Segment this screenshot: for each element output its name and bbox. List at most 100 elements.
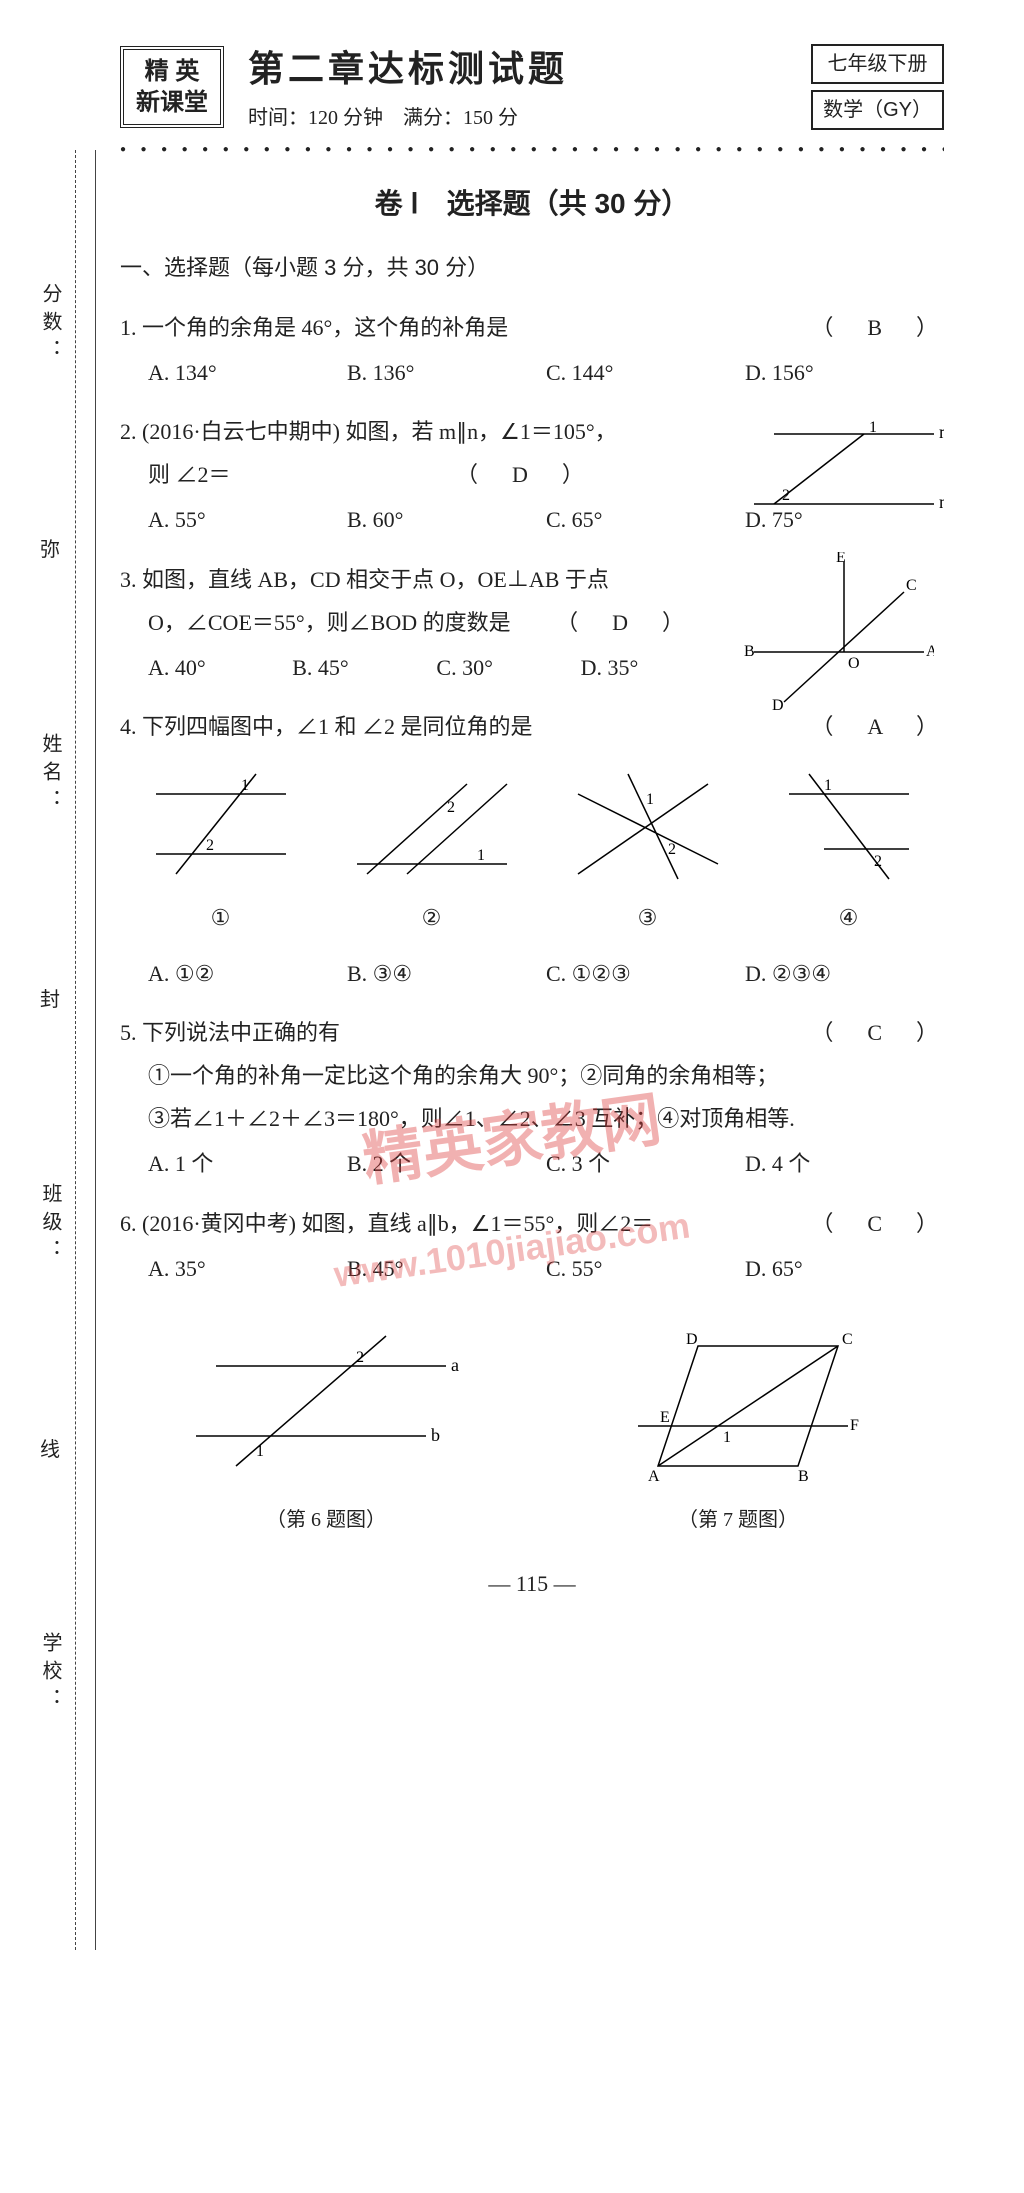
- sidebar-marker: 弥: [40, 534, 60, 566]
- q6-caption: （第 6 题图）: [186, 1504, 466, 1536]
- q4-diag-3: 1 2 ③: [568, 764, 728, 935]
- q5-opt-b: B. 2 个: [347, 1146, 546, 1181]
- q4-answer: （ A ）: [811, 709, 944, 744]
- q5-opt-c: C. 3 个: [546, 1146, 745, 1181]
- q2-figure: m n 1 2: [744, 414, 944, 534]
- svg-text:1: 1: [241, 777, 249, 794]
- svg-text:E: E: [836, 552, 846, 566]
- q7-figure: A B C D E F 1 （第 7 题图）: [598, 1316, 878, 1536]
- q4-options: A. ①② B. ③④ C. ①②③ D. ②③④: [148, 956, 944, 991]
- q4-opt-c: C. ①②③: [546, 956, 745, 991]
- svg-text:b: b: [431, 1425, 440, 1445]
- q3-answer: （ D ）: [556, 610, 690, 635]
- subtitle: 时间：120 分钟 满分：150 分: [248, 102, 787, 134]
- q1-opt-b: B. 136°: [347, 355, 546, 390]
- q1-answer: （ B ）: [811, 310, 944, 345]
- sidebar-class: 班级：: [34, 1183, 66, 1267]
- q2-answer: （ D ）: [456, 462, 590, 487]
- svg-text:B: B: [744, 643, 755, 660]
- q6-options: A. 35° B. 45° C. 55° D. 65°: [148, 1251, 944, 1286]
- question-6: （ C ） 6. (2016·黄冈中考) 如图，直线 a∥b，∠1＝55°，则∠…: [120, 1206, 944, 1537]
- q3-options: A. 40° B. 45° C. 30° D. 35°: [148, 650, 725, 685]
- svg-text:2: 2: [668, 841, 676, 858]
- svg-text:A: A: [648, 1468, 660, 1485]
- svg-text:E: E: [660, 1409, 670, 1426]
- q6-opt-c: C. 55°: [546, 1251, 745, 1286]
- section-title: 卷 Ⅰ 选择题（共 30 分）: [120, 182, 944, 227]
- q7-caption: （第 7 题图）: [598, 1504, 878, 1536]
- question-5: （ C ） 5. 下列说法中正确的有 ①一个角的补角一定比这个角的余角大 90°…: [120, 1015, 944, 1182]
- svg-text:C: C: [842, 1331, 853, 1348]
- bottom-figures: a b 2 1 （第 6 题图） A B C D E F 1 （第 7 题图）: [120, 1316, 944, 1536]
- q5-answer: （ C ）: [811, 1015, 944, 1050]
- svg-text:O: O: [848, 655, 860, 672]
- q4-diagrams: 1 2 ① 2 1 ② 1 2 ③: [120, 764, 944, 935]
- q2-opt-a: A. 55°: [148, 502, 347, 537]
- q3-opt-a: A. 40°: [148, 650, 292, 685]
- svg-text:1: 1: [256, 1443, 264, 1460]
- svg-text:2: 2: [874, 853, 882, 870]
- q6-opt-a: A. 35°: [148, 1251, 347, 1286]
- q3-text2: O，∠COE＝55°，则∠BOD 的度数是: [148, 610, 511, 635]
- question-4: （ A ） 4. 下列四幅图中，∠1 和 ∠2 是同位角的是 1 2 ① 2 1…: [120, 709, 944, 991]
- q5-line2: ③若∠1＋∠2＋∠3＝180°，则∠1、∠2、∠3 互补；④对顶角相等.: [148, 1101, 944, 1136]
- svg-text:1: 1: [869, 419, 877, 436]
- q4-diag-2: 2 1 ②: [347, 764, 517, 935]
- svg-text:1: 1: [646, 791, 654, 808]
- q3-opt-d: D. 35°: [581, 650, 725, 685]
- svg-text:2: 2: [356, 1349, 364, 1366]
- q3-svg: A B C D E O: [744, 552, 934, 712]
- q4-label-3: ③: [568, 900, 728, 935]
- page-number: — 115 —: [120, 1566, 944, 1601]
- q2-svg: m n 1 2: [744, 414, 944, 524]
- q6-figure: a b 2 1 （第 6 题图）: [186, 1316, 466, 1536]
- question-2: m n 1 2 2. (2016·白云七中期中) 如图，若 m∥n，∠1＝105…: [120, 414, 944, 538]
- q1-opt-d: D. 156°: [745, 355, 944, 390]
- svg-text:A: A: [926, 643, 934, 660]
- svg-text:C: C: [906, 577, 917, 594]
- question-3: A B C D E O 3. 如图，直线 AB，CD 相交于点 O，OE⊥AB …: [120, 562, 944, 686]
- binding-solid-line: [95, 150, 96, 1950]
- svg-text:B: B: [798, 1468, 809, 1485]
- q5-opt-a: A. 1 个: [148, 1146, 347, 1181]
- sidebar-marker: 线: [40, 1434, 60, 1466]
- svg-text:D: D: [686, 1331, 698, 1348]
- q1-opt-c: C. 144°: [546, 355, 745, 390]
- q3-opt-c: C. 30°: [436, 650, 580, 685]
- main-title: 第二章达标测试题: [248, 40, 787, 98]
- q2-opt-c: C. 65°: [546, 502, 745, 537]
- sidebar-marker: 封: [40, 984, 60, 1016]
- q2-text2: 则 ∠2＝: [148, 462, 231, 487]
- svg-text:2: 2: [447, 799, 455, 816]
- title-block: 第二章达标测试题 时间：120 分钟 满分：150 分: [248, 40, 787, 134]
- svg-text:F: F: [850, 1417, 859, 1434]
- q4-opt-b: B. ③④: [347, 956, 546, 991]
- svg-text:1: 1: [723, 1429, 731, 1446]
- q6-answer: （ C ）: [811, 1206, 944, 1241]
- svg-text:m: m: [939, 422, 944, 442]
- q4-label-1: ①: [146, 900, 296, 935]
- svg-text:2: 2: [782, 487, 790, 504]
- q2-opt-b: B. 60°: [347, 502, 546, 537]
- sidebar-score: 分数：: [34, 283, 66, 367]
- svg-text:1: 1: [824, 777, 832, 794]
- q4-opt-d: D. ②③④: [745, 956, 944, 991]
- sidebar-name: 姓名：: [34, 733, 66, 817]
- q4-opt-a: A. ①②: [148, 956, 347, 991]
- svg-text:1: 1: [477, 847, 485, 864]
- brand-stamp: 精 英 新课堂: [120, 46, 224, 128]
- q3-figure: A B C D E O: [744, 552, 934, 722]
- q4-diag-4: 1 2 ④: [779, 764, 919, 935]
- q5-opt-d: D. 4 个: [745, 1146, 944, 1181]
- q6-opt-d: D. 65°: [745, 1251, 944, 1286]
- q4-label-4: ④: [779, 900, 919, 935]
- q1-opt-a: A. 134°: [148, 355, 347, 390]
- q4-diag-1: 1 2 ①: [146, 764, 296, 935]
- q3-opt-b: B. 45°: [292, 650, 436, 685]
- dots-divider: ● ● ● ● ● ● ● ● ● ● ● ● ● ● ● ● ● ● ● ● …: [120, 142, 944, 158]
- q4-label-2: ②: [347, 900, 517, 935]
- grade-tag: 七年级下册: [811, 44, 944, 84]
- page-header: 精 英 新课堂 第二章达标测试题 时间：120 分钟 满分：150 分 七年级下…: [120, 40, 944, 134]
- svg-text:2: 2: [206, 837, 214, 854]
- q1-options: A. 134° B. 136° C. 144° D. 156°: [148, 355, 944, 390]
